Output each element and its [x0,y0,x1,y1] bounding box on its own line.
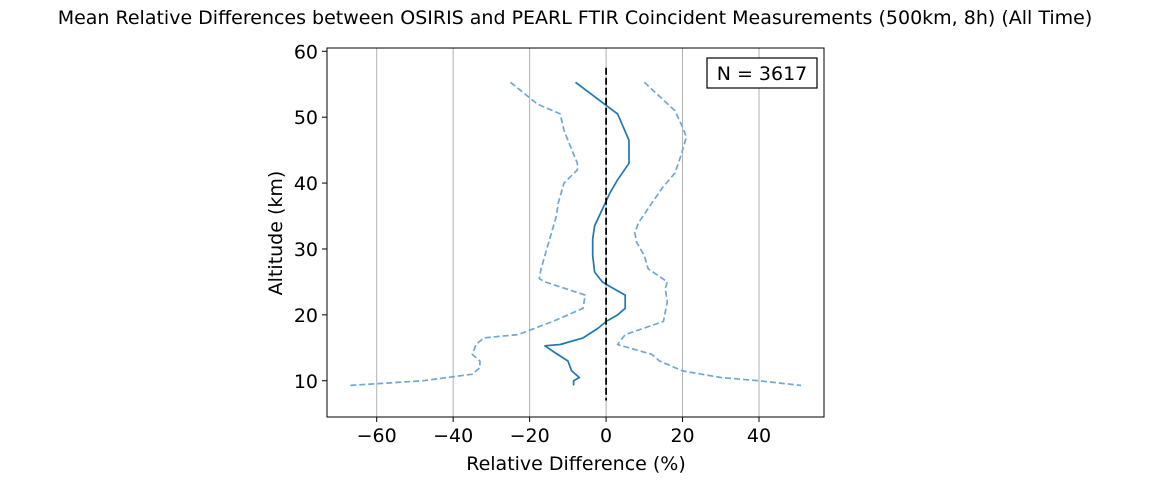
y-tick-label: 30 [294,239,318,261]
x-tick-label: 0 [600,425,612,447]
mean-difference-line [544,81,630,386]
y-axis-label: Altitude (km) [265,171,287,296]
sample-count-box: N = 3617 [706,57,818,89]
x-tick-label: 20 [670,425,694,447]
x-axis-label: Relative Difference (%) [466,453,686,475]
x-tick-label: 40 [747,425,771,447]
sample-count-frame [706,57,818,89]
x-tick-label: −20 [510,425,550,447]
y-axis: 10 20 30 40 50 60 [294,41,327,393]
y-tick-label: 10 [294,371,318,393]
upper-bound-line [616,81,802,387]
x-tick-label: −40 [433,425,473,447]
lower-bound-line [349,81,586,387]
x-tick-label: −60 [357,425,397,447]
series-layer [349,67,802,401]
y-tick-label: 60 [294,41,318,63]
sample-count-label: N = 3617 [717,63,808,85]
y-tick-label: 20 [294,305,318,327]
plot-area-frame [326,47,825,418]
x-axis: −60 −40 −20 0 20 40 [357,417,771,447]
y-tick-label: 40 [294,173,318,195]
y-tick-label: 50 [294,107,318,129]
chart-title: Mean Relative Differences between OSIRIS… [58,7,1093,29]
